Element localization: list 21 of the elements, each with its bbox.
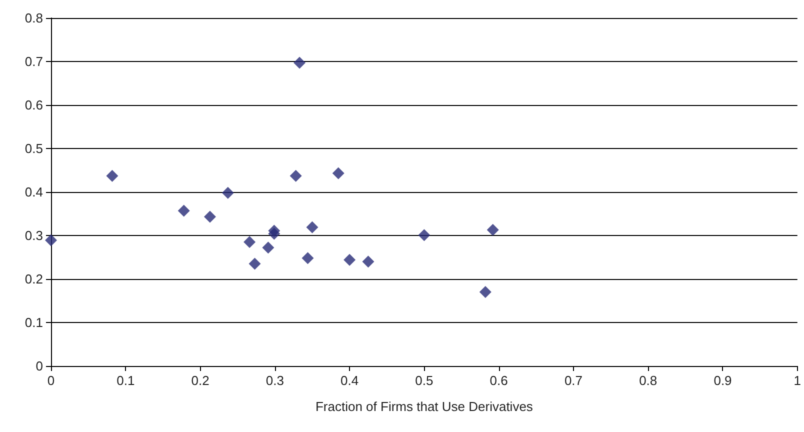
x-tick-label: 0.3 <box>266 373 284 388</box>
y-tick-label: 0.6 <box>24 98 43 112</box>
x-tick-label: 1 <box>794 373 801 388</box>
y-tick-label: 0.8 <box>24 10 43 26</box>
x-tick-label: 0.9 <box>714 373 732 388</box>
x-tick-label: 0.4 <box>340 373 359 388</box>
y-tick-label: 0.2 <box>24 272 43 286</box>
x-tick-label: 0.8 <box>639 373 658 388</box>
y-tick-label: 0 <box>36 358 43 374</box>
x-tick-label: 0.2 <box>191 373 210 388</box>
x-tick-label: 0.6 <box>490 373 508 388</box>
y-tick-label: 0.3 <box>24 228 43 243</box>
x-tick-label: 0.7 <box>564 373 583 388</box>
x-tick-label: 0 <box>47 373 55 388</box>
y-tick-label: 0.5 <box>24 141 43 156</box>
x-tick-label: 0.1 <box>116 373 135 388</box>
x-tick-label: 0.5 <box>415 373 434 388</box>
y-tick-label: 0.4 <box>24 184 43 200</box>
y-tick-label: 0.7 <box>24 54 43 69</box>
x-axis-title: Fraction of Firms that Use Derivatives <box>315 399 534 414</box>
y-tick-label: 0.1 <box>24 315 43 330</box>
